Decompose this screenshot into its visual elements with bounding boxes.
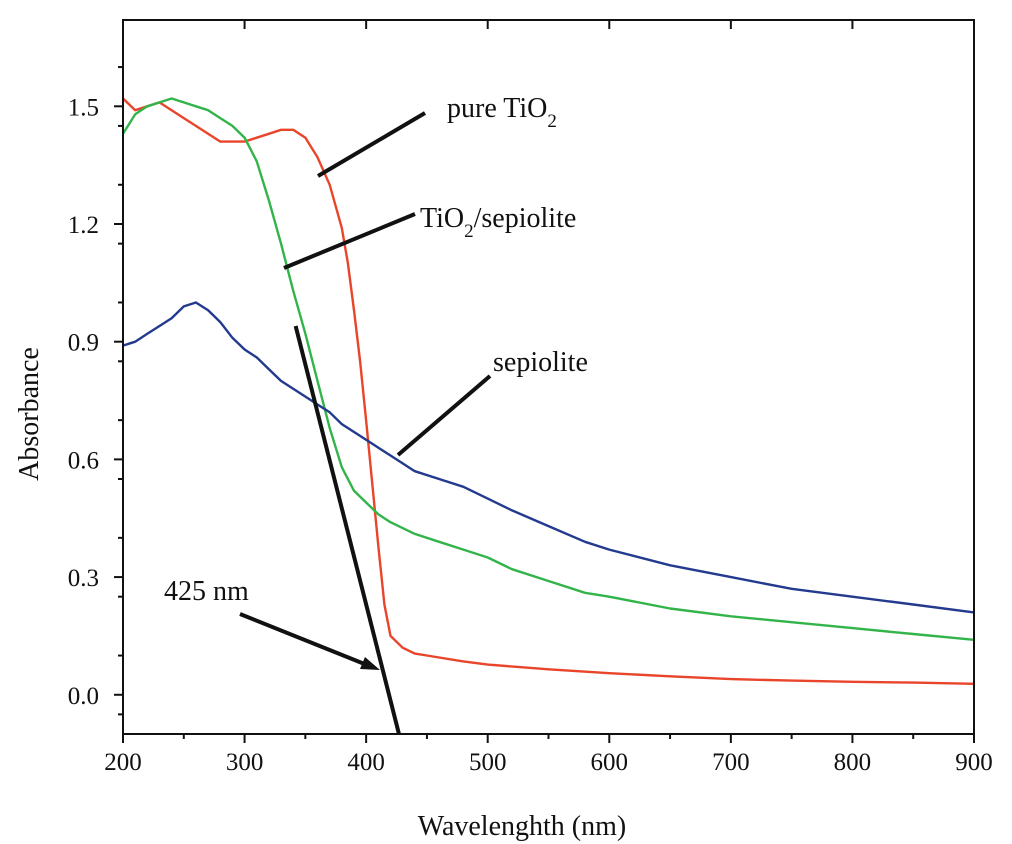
pure-tio2-leader-line bbox=[316, 111, 427, 178]
y-tick-label-0: 0.0 bbox=[68, 683, 99, 710]
y-tick-label-2: 0.6 bbox=[68, 447, 99, 474]
tio2-sepiolite-label-sub: 2 bbox=[464, 221, 474, 242]
y-axis-title: Absorbance bbox=[14, 347, 45, 481]
edge-wavelength-label: 425 nm bbox=[164, 576, 249, 607]
edge-leader-line bbox=[239, 612, 373, 669]
x-tick-label-7: 900 bbox=[955, 749, 993, 776]
y-tick-label-3: 0.9 bbox=[68, 330, 99, 357]
sepiolite-leader-line bbox=[396, 374, 492, 457]
series-line-1 bbox=[121, 97, 975, 641]
tio2-sepiolite-label-main1: TiO bbox=[420, 203, 464, 234]
x-tick-label-0: 200 bbox=[104, 749, 142, 776]
sepiolite-label: sepiolite bbox=[493, 347, 588, 378]
tio2-sepiolite-leader-line bbox=[283, 212, 416, 270]
pure-tio2-label-sub: 2 bbox=[547, 111, 557, 132]
series-layer bbox=[121, 97, 975, 685]
tio2-sepiolite-label: TiO2/sepiolite bbox=[420, 203, 576, 242]
x-tick-label-1: 300 bbox=[226, 749, 264, 776]
pure-tio2-label-main: pure TiO bbox=[447, 93, 547, 124]
series-line-2 bbox=[122, 301, 975, 614]
x-tick-label-2: 400 bbox=[347, 749, 385, 776]
y-tick-label-1: 0.3 bbox=[68, 565, 99, 592]
x-tick-label-3: 500 bbox=[469, 749, 507, 776]
absorption-edge-line bbox=[293, 325, 401, 735]
x-tick-label-4: 600 bbox=[591, 749, 629, 776]
pure-tio2-label: pure TiO2 bbox=[447, 93, 557, 132]
x-tick-label-6: 800 bbox=[834, 749, 872, 776]
x-axis-title: Wavelenghth (nm) bbox=[418, 811, 626, 842]
edge-layer bbox=[293, 325, 401, 735]
y-tick-label-4: 1.2 bbox=[68, 212, 99, 239]
tick-labels-layer: 200 300 400 500 600 700 800 900 0.0 0.3 0.6 0.9 1.2 1… bbox=[68, 94, 993, 776]
ticks-layer bbox=[114, 20, 975, 743]
series-line-0 bbox=[122, 97, 975, 685]
tio2-sepiolite-label-main2: /sepiolite bbox=[474, 203, 577, 234]
edge-leader-arrowhead bbox=[360, 657, 380, 670]
y-tick-label-5: 1.5 bbox=[68, 94, 99, 121]
x-tick-label-5: 700 bbox=[712, 749, 750, 776]
